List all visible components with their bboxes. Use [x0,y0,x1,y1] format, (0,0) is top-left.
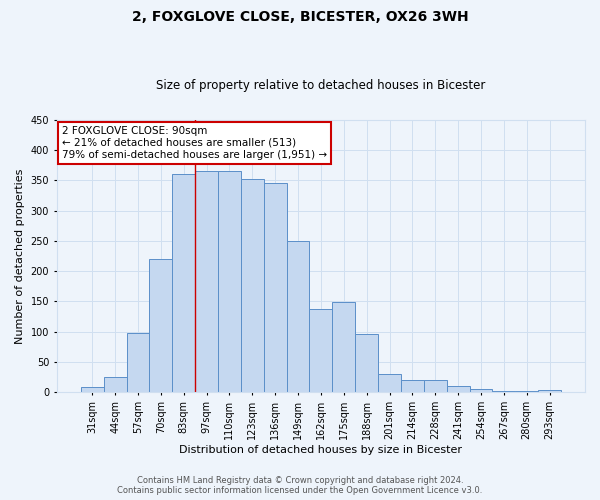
Bar [264,183,287,392]
Bar [493,390,515,392]
Bar [195,171,218,392]
Title: Size of property relative to detached houses in Bicester: Size of property relative to detached ho… [156,79,485,92]
Text: 2 FOXGLOVE CLOSE: 90sqm
← 21% of detached houses are smaller (513)
79% of semi-d: 2 FOXGLOVE CLOSE: 90sqm ← 21% of detache… [62,126,327,160]
Bar [401,380,424,392]
Bar [424,380,446,392]
Bar [218,171,241,392]
Y-axis label: Number of detached properties: Number of detached properties [15,168,25,344]
Bar [241,179,264,392]
Bar [538,390,561,392]
Text: Contains HM Land Registry data © Crown copyright and database right 2024.
Contai: Contains HM Land Registry data © Crown c… [118,476,482,495]
Bar [310,308,332,392]
Bar [172,174,195,392]
Bar [332,302,355,392]
Bar [446,386,470,392]
Bar [515,391,538,392]
Bar [355,334,378,392]
Bar [149,259,172,392]
X-axis label: Distribution of detached houses by size in Bicester: Distribution of detached houses by size … [179,445,463,455]
Bar [104,378,127,392]
Bar [470,390,493,392]
Bar [287,241,310,392]
Text: 2, FOXGLOVE CLOSE, BICESTER, OX26 3WH: 2, FOXGLOVE CLOSE, BICESTER, OX26 3WH [131,10,469,24]
Bar [127,333,149,392]
Bar [81,387,104,392]
Bar [378,374,401,392]
